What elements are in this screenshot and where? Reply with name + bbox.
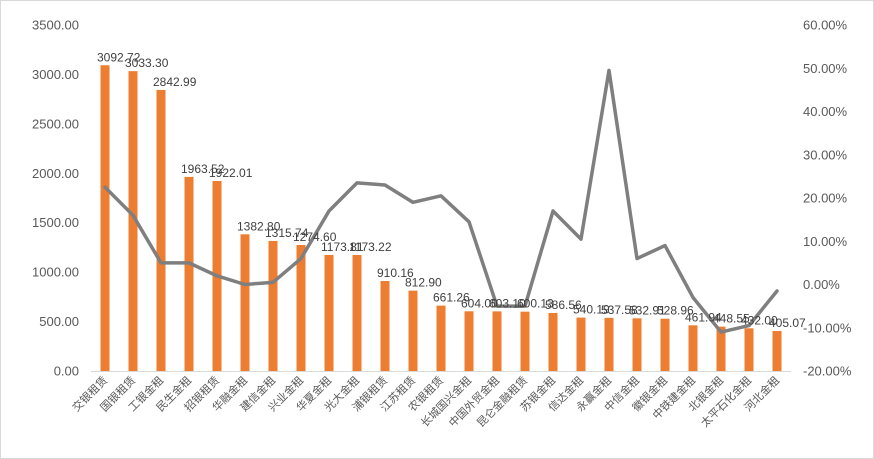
- bar-7: [296, 245, 306, 371]
- bar-15: [520, 311, 530, 371]
- bar-3: [184, 176, 194, 371]
- left-tick-label: 2500.00: [32, 116, 79, 131]
- bar-1: [128, 71, 138, 371]
- data-label-3: 1963.52: [181, 162, 225, 176]
- data-label-1: 3033.30: [125, 56, 169, 70]
- data-label-10: 910.16: [377, 266, 414, 280]
- data-label-21: 461.94: [685, 310, 722, 324]
- bar-13: [464, 311, 474, 371]
- data-label-17: 540.19: [573, 303, 610, 317]
- data-label-15: 600.13: [517, 297, 554, 311]
- right-tick-label: 50.00%: [803, 61, 848, 76]
- data-label-23: 432.00: [741, 313, 778, 327]
- bar-5: [240, 234, 250, 371]
- right-axis: -20.00% -10.00% 0.00% 10.00% 20.00% 30.00% 40.…: [803, 18, 852, 379]
- bar-16: [548, 313, 558, 371]
- left-axis: 0.00 500.00 1000.00 1500.00 2000.00 2500.00 30…: [32, 18, 79, 379]
- line-series: [103, 68, 779, 334]
- bar-22: [716, 326, 726, 371]
- data-label-5: 1382.80: [237, 219, 281, 233]
- bar-11: [408, 290, 418, 371]
- data-label-20: 528.96: [657, 304, 694, 318]
- bar-12: [436, 305, 446, 371]
- data-label-18: 537.58: [601, 303, 638, 317]
- bar-18: [604, 317, 614, 371]
- data-label-16: 586.56: [545, 298, 582, 312]
- data-label-12: 661.26: [433, 291, 470, 305]
- right-tick-label: 40.00%: [803, 104, 848, 119]
- bar-19: [632, 318, 642, 371]
- data-label-0: 3092.72: [97, 50, 141, 64]
- data-label-24: 405.07: [769, 316, 806, 330]
- bar-6: [268, 240, 278, 371]
- bar-21: [688, 325, 698, 371]
- bar-10: [380, 281, 390, 371]
- bar-2: [156, 89, 166, 371]
- bar-series: [100, 65, 782, 371]
- bar-14: [492, 311, 502, 371]
- data-label-14: 603.10: [489, 296, 526, 310]
- data-label-13: 604.00: [461, 296, 498, 310]
- right-tick-label: 0.00%: [803, 277, 840, 292]
- right-tick-label: 10.00%: [803, 234, 848, 249]
- data-label-8: 1173.81: [321, 240, 364, 254]
- left-tick-label: 3000.00: [32, 67, 79, 82]
- left-tick-label: 1500.00: [32, 215, 79, 230]
- data-label-19: 532.91: [629, 303, 666, 317]
- data-label-7: 1274.60: [293, 230, 337, 244]
- right-tick-label: 30.00%: [803, 147, 848, 162]
- bar-24: [772, 330, 782, 371]
- data-label-2: 2842.99: [153, 75, 197, 89]
- right-tick-label: -20.00%: [803, 364, 852, 379]
- right-tick-label: 60.00%: [803, 18, 848, 33]
- data-label-11: 812.90: [405, 276, 442, 290]
- bar-9: [352, 255, 362, 371]
- left-tick-label: 0.00: [54, 364, 79, 379]
- right-tick-label: -10.00%: [803, 320, 852, 335]
- left-tick-label: 3500.00: [32, 18, 79, 33]
- bar-0: [100, 65, 110, 371]
- right-tick-label: 20.00%: [803, 191, 848, 206]
- x-axis: 交银租赁国银租赁工银金租民生金租招银租赁华融金租建信金租兴业金租华夏金租光大金租…: [69, 371, 791, 430]
- bar-23: [744, 328, 754, 371]
- left-tick-label: 2000.00: [32, 166, 79, 181]
- data-label-4: 1922.01: [209, 166, 253, 180]
- bar-20: [660, 318, 670, 371]
- data-label-22: 448.55: [713, 312, 750, 326]
- bar-17: [576, 317, 586, 371]
- left-tick-label: 500.00: [39, 314, 79, 329]
- data-label-6: 1315.74: [265, 226, 309, 240]
- bar-8: [324, 254, 334, 371]
- data-label-9: 1173.22: [349, 240, 392, 254]
- left-tick-label: 1000.00: [32, 265, 79, 280]
